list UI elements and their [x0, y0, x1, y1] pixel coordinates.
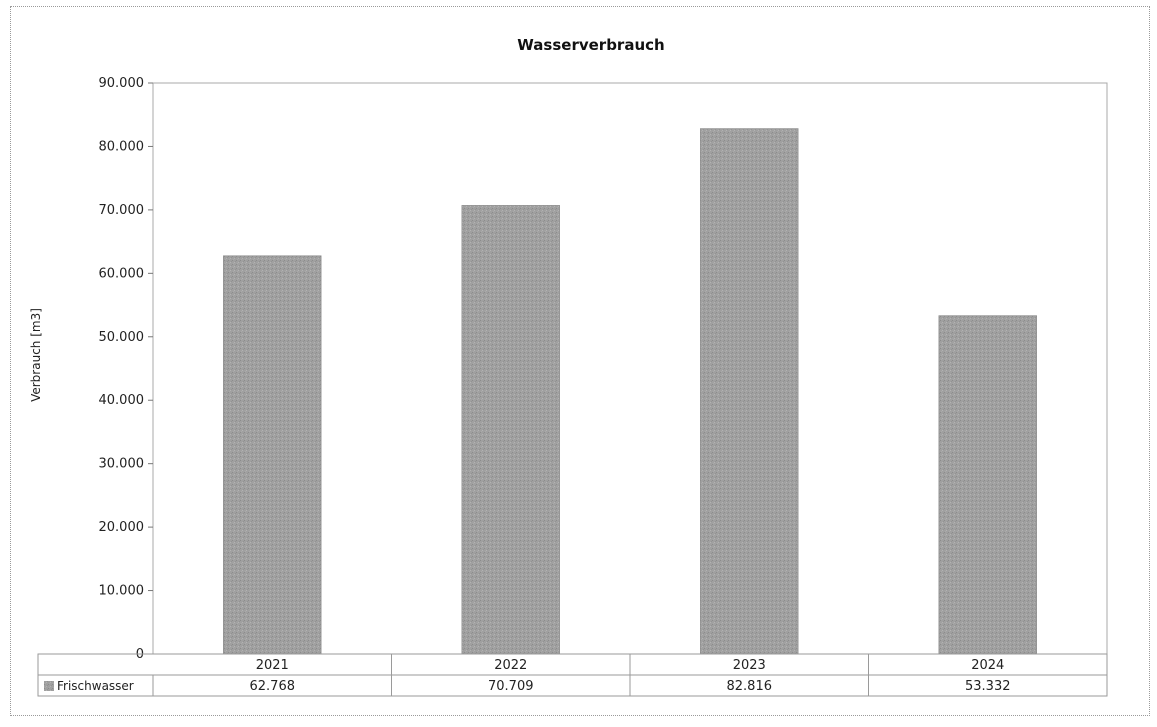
data-table: Frischwasser 2021 62.768 2022 70.709 2023 82.…	[37, 653, 1108, 697]
y-tick-label: 30.000	[99, 457, 145, 472]
chart-title: Wasserverbrauch	[517, 36, 664, 54]
data-value-label: 70.709	[488, 679, 534, 694]
bar-2023	[700, 128, 799, 655]
legend-series-name: Frischwasser	[57, 679, 134, 693]
bar-2024	[938, 315, 1037, 655]
bar-2022	[461, 205, 560, 655]
y-axis-ticks: 010.00020.00030.00040.00050.00060.00070.…	[99, 76, 153, 662]
y-tick-label: 10.000	[99, 584, 145, 599]
x-category-label: 2023	[733, 658, 766, 673]
y-tick-label: 70.000	[99, 203, 145, 218]
x-category-label: 2024	[971, 658, 1004, 673]
legend-swatch-frischwasser	[44, 681, 54, 691]
bars	[223, 128, 1037, 655]
y-tick-label: 50.000	[99, 330, 145, 345]
y-tick-label: 40.000	[99, 393, 145, 408]
y-tick-label: 20.000	[99, 520, 145, 535]
data-value-label: 82.816	[727, 679, 773, 694]
x-category-label: 2022	[494, 658, 527, 673]
y-tick-label: 90.000	[99, 76, 145, 91]
x-category-label: 2021	[256, 658, 289, 673]
data-value-label: 62.768	[250, 679, 296, 694]
data-value-label: 53.332	[965, 679, 1011, 694]
data-table-cells: 2021 62.768 2022 70.709 2023 82.816 2024 53.332	[152, 654, 1108, 696]
y-tick-label: 60.000	[99, 266, 145, 281]
bar-2021	[223, 255, 322, 655]
y-tick-label: 80.000	[99, 139, 145, 154]
y-axis-label: Verbrauch [m3]	[29, 308, 43, 402]
